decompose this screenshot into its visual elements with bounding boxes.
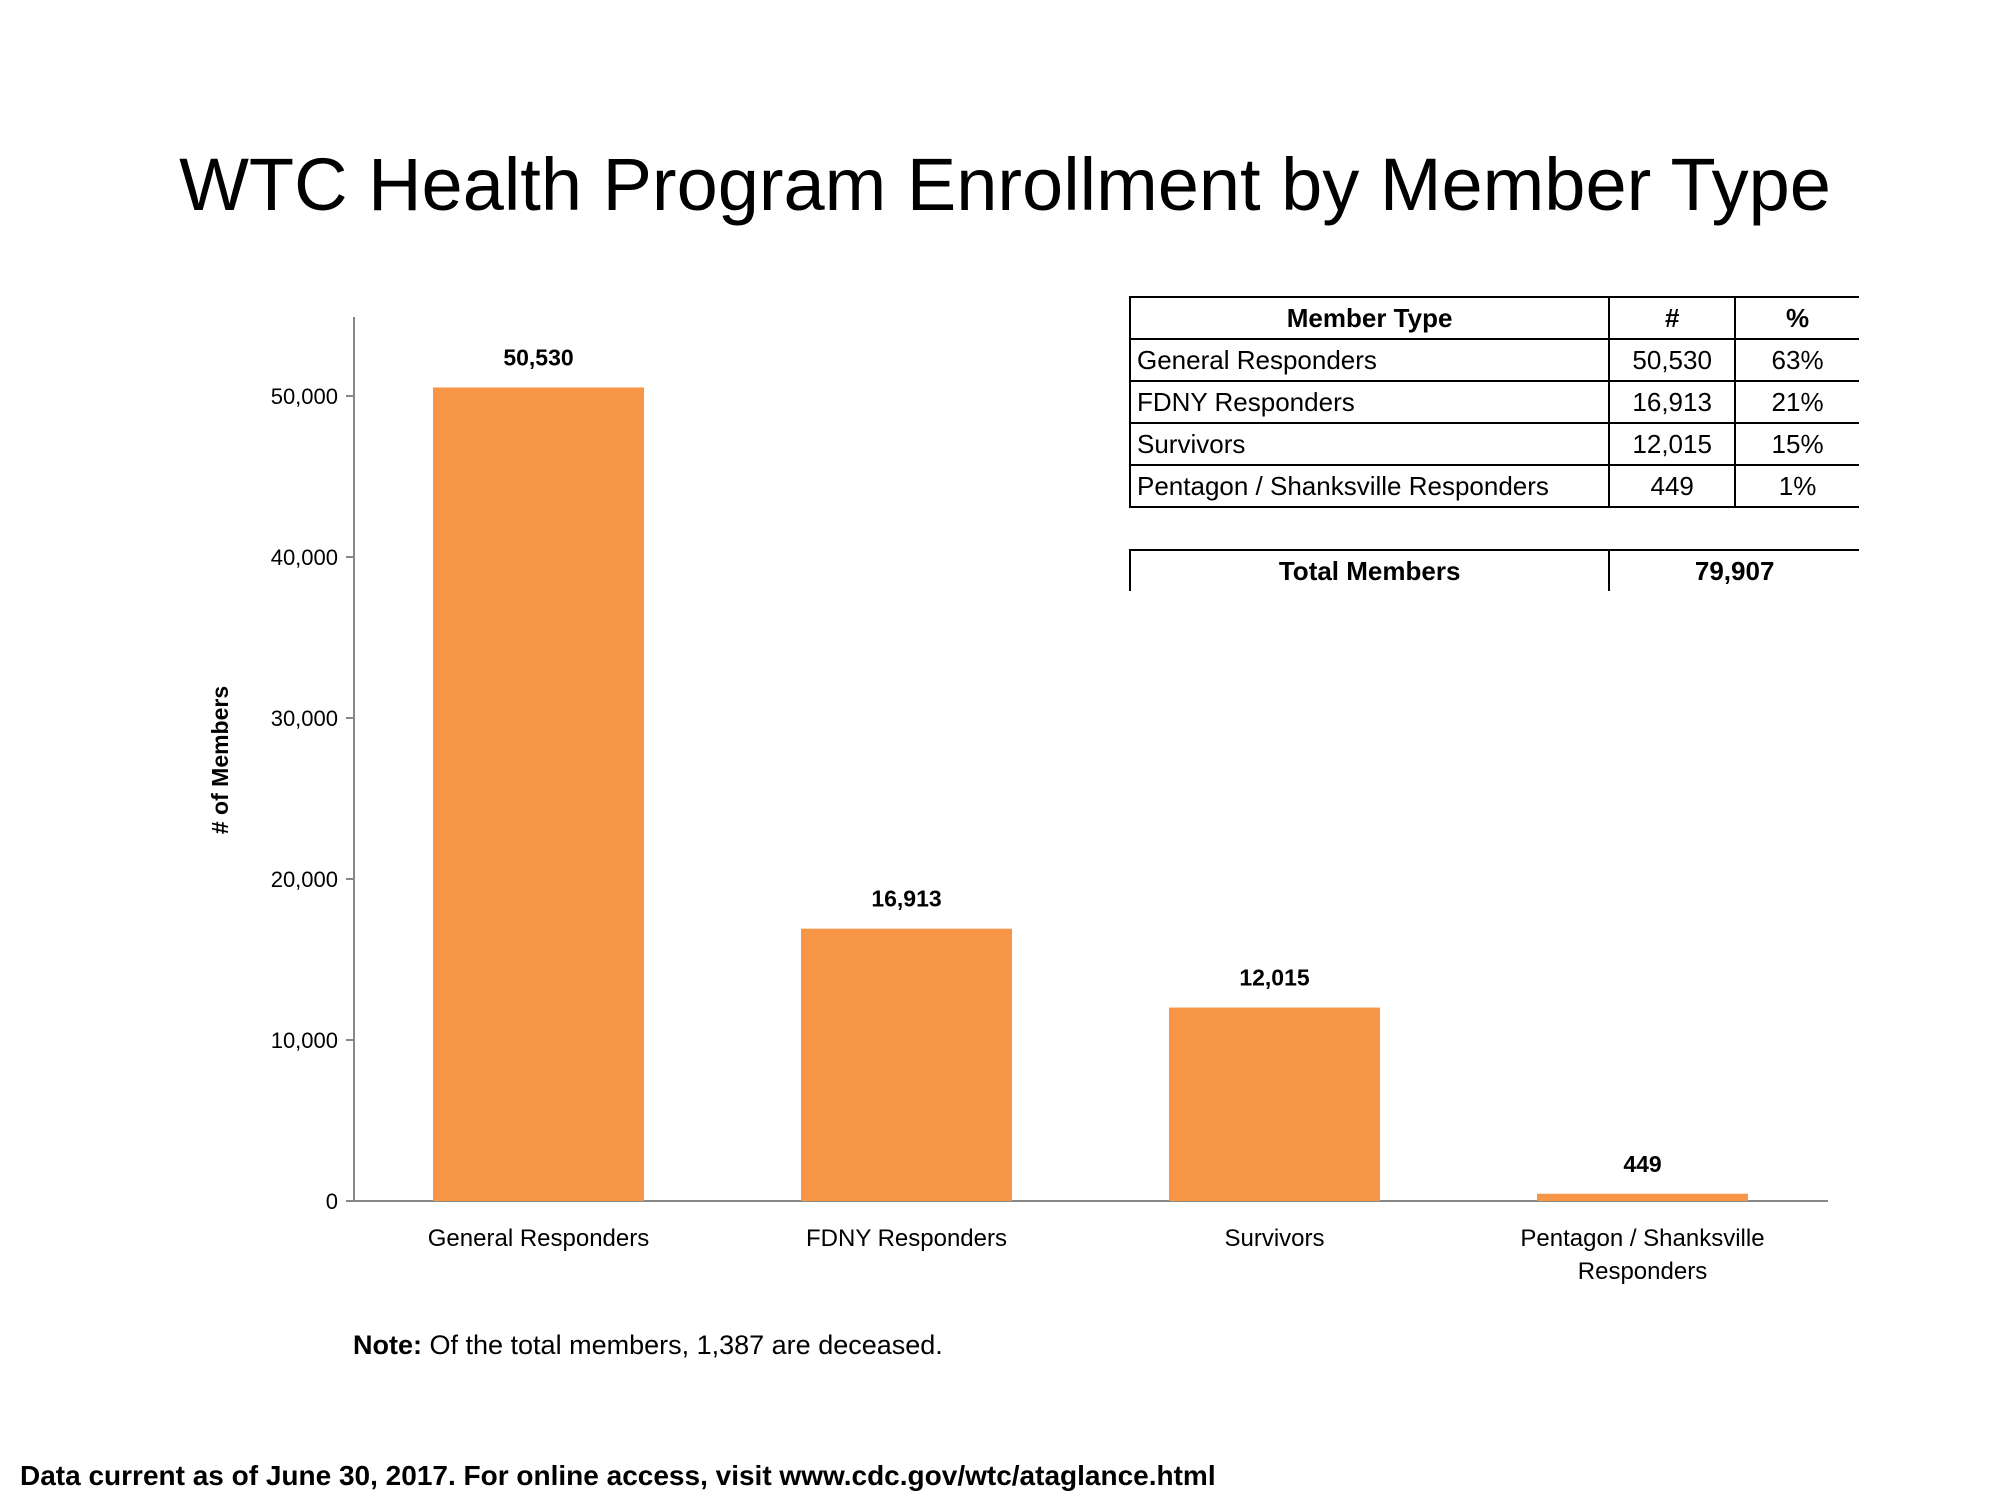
table-row: Pentagon / Shanksville Responders 449 1% [1128,464,1859,508]
y-tick-label: 20,000 [271,867,338,892]
cell-count: 449 [1608,464,1737,508]
x-tick-label: Survivors [1224,1225,1324,1252]
page-title: WTC Health Program Enrollment by Member … [179,143,1831,226]
cell-type: General Responders [1128,338,1611,382]
total-label: Total Members [1128,549,1611,591]
total-members-table: Total Members 79,907 [1128,549,1859,591]
cell-count: 16,913 [1608,380,1737,424]
x-tick-label: Pentagon / Shanksville [1520,1225,1764,1252]
data-label: 16,913 [871,886,941,912]
x-tick-label: General Responders [428,1225,649,1252]
note-text: Of the total members, 1,387 are deceased… [422,1330,943,1360]
cell-percent: 15% [1734,422,1859,466]
bar [801,928,1012,1201]
cell-type: Pentagon / Shanksville Responders [1128,464,1611,508]
cell-percent: 1% [1734,464,1859,508]
cell-count: 12,015 [1608,422,1737,466]
note-label: Note: [353,1330,422,1360]
y-tick-label: 10,000 [271,1028,338,1053]
cell-percent: 21% [1734,380,1859,424]
y-axis-label: # of Members [207,686,233,834]
total-row: Total Members 79,907 [1128,549,1859,591]
bar [1537,1193,1748,1201]
x-tick-label: FDNY Responders [806,1225,1007,1252]
cell-type: FDNY Responders [1128,380,1611,424]
header-count: # [1608,296,1737,340]
table-header-row: Member Type # % [1128,296,1859,340]
y-tick-label: 50,000 [271,384,338,409]
table-row: Survivors 12,015 15% [1128,422,1859,466]
y-tick-label: 40,000 [271,545,338,570]
bar-chart: 0 10,000 20,000 30,000 40,000 50,000 # of Memb… [207,317,1828,1285]
data-label: 449 [1623,1151,1661,1177]
data-label: 50,530 [503,344,573,370]
note: Note: Of the total members, 1,387 are de… [353,1330,943,1361]
bar [433,387,644,1201]
member-type-table: Member Type # % General Responders 50,53… [1128,296,1859,508]
cell-percent: 63% [1734,338,1859,382]
footer-source: Data current as of June 30, 2017. For on… [20,1460,1216,1491]
table-row: General Responders 50,530 63% [1128,338,1859,382]
bar [1169,1007,1380,1201]
y-tick-label: 30,000 [271,706,338,731]
header-member-type: Member Type [1128,296,1611,340]
data-label: 12,015 [1239,965,1310,991]
total-value: 79,907 [1608,549,1859,591]
x-tick-label: Responders [1578,1258,1707,1285]
cell-count: 50,530 [1608,338,1737,382]
cell-type: Survivors [1128,422,1611,466]
y-tick-label: 0 [326,1189,338,1214]
header-percent: % [1734,296,1859,340]
table-row: FDNY Responders 16,913 21% [1128,380,1859,424]
